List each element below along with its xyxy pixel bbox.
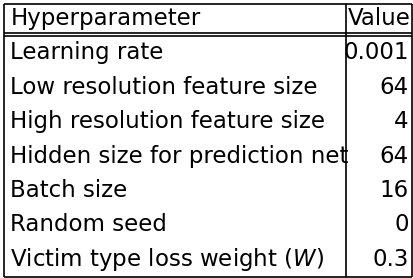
Text: 0: 0 (393, 214, 408, 237)
Text: Victim type loss weight ($W$): Victim type loss weight ($W$) (10, 246, 324, 273)
Text: Hyperparameter: Hyperparameter (10, 7, 200, 30)
Text: Low resolution feature size: Low resolution feature size (10, 76, 317, 99)
Text: 4: 4 (393, 110, 408, 133)
Text: Hidden size for prediction net: Hidden size for prediction net (10, 145, 348, 168)
Text: High resolution feature size: High resolution feature size (10, 110, 325, 133)
Text: Value: Value (347, 7, 409, 30)
Text: 0.001: 0.001 (342, 41, 408, 64)
Text: 16: 16 (378, 179, 408, 202)
Text: Random seed: Random seed (10, 214, 167, 237)
Text: Batch size: Batch size (10, 179, 127, 202)
Text: 64: 64 (379, 76, 408, 99)
Text: 0.3: 0.3 (371, 248, 408, 271)
Text: Learning rate: Learning rate (10, 41, 163, 64)
Text: 64: 64 (379, 145, 408, 168)
